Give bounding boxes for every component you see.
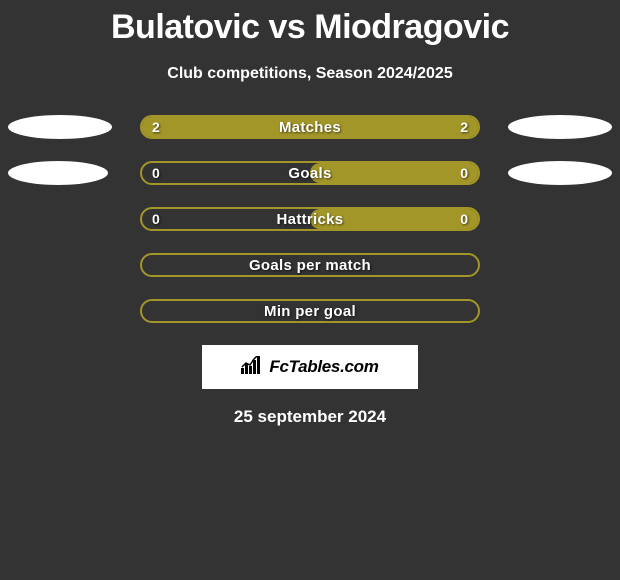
stat-right-value: 0 — [460, 165, 468, 181]
stat-rows: 2 Matches 2 0 Goals 0 0 Hattricks 0 Goal… — [0, 115, 620, 323]
stat-label: Matches — [279, 119, 341, 136]
right-ellipse — [508, 115, 612, 139]
stat-left-value: 0 — [152, 165, 160, 181]
page-subtitle: Club competitions, Season 2024/2025 — [0, 65, 620, 83]
stat-row-goals-per-match: Goals per match — [0, 253, 620, 277]
left-ellipse — [8, 115, 112, 139]
stat-row-min-per-goal: Min per goal — [0, 299, 620, 323]
stat-left-value: 2 — [152, 119, 160, 135]
page-title: Bulatovic vs Miodragovic — [0, 0, 620, 47]
bar-chart-icon — [241, 356, 263, 379]
stat-bar: 0 Hattricks 0 — [140, 207, 480, 231]
watermark: FcTables.com — [202, 345, 418, 389]
date-label: 25 september 2024 — [0, 407, 620, 427]
stat-label: Hattricks — [277, 211, 344, 228]
stat-bar: 0 Goals 0 — [140, 161, 480, 185]
right-ellipse — [508, 161, 612, 185]
stat-left-value: 0 — [152, 211, 160, 227]
stat-row-hattricks: 0 Hattricks 0 — [0, 207, 620, 231]
stat-bar: Min per goal — [140, 299, 480, 323]
stat-bar-fill — [310, 163, 478, 183]
stat-right-value: 0 — [460, 211, 468, 227]
stat-right-value: 2 — [460, 119, 468, 135]
stat-row-matches: 2 Matches 2 — [0, 115, 620, 139]
stat-bar: 2 Matches 2 — [140, 115, 480, 139]
watermark-text: FcTables.com — [269, 357, 378, 377]
stat-bar: Goals per match — [140, 253, 480, 277]
stat-label: Goals — [288, 165, 331, 182]
stat-row-goals: 0 Goals 0 — [0, 161, 620, 185]
left-ellipse — [8, 161, 108, 185]
stat-label: Min per goal — [264, 303, 356, 320]
stat-label: Goals per match — [249, 257, 371, 274]
